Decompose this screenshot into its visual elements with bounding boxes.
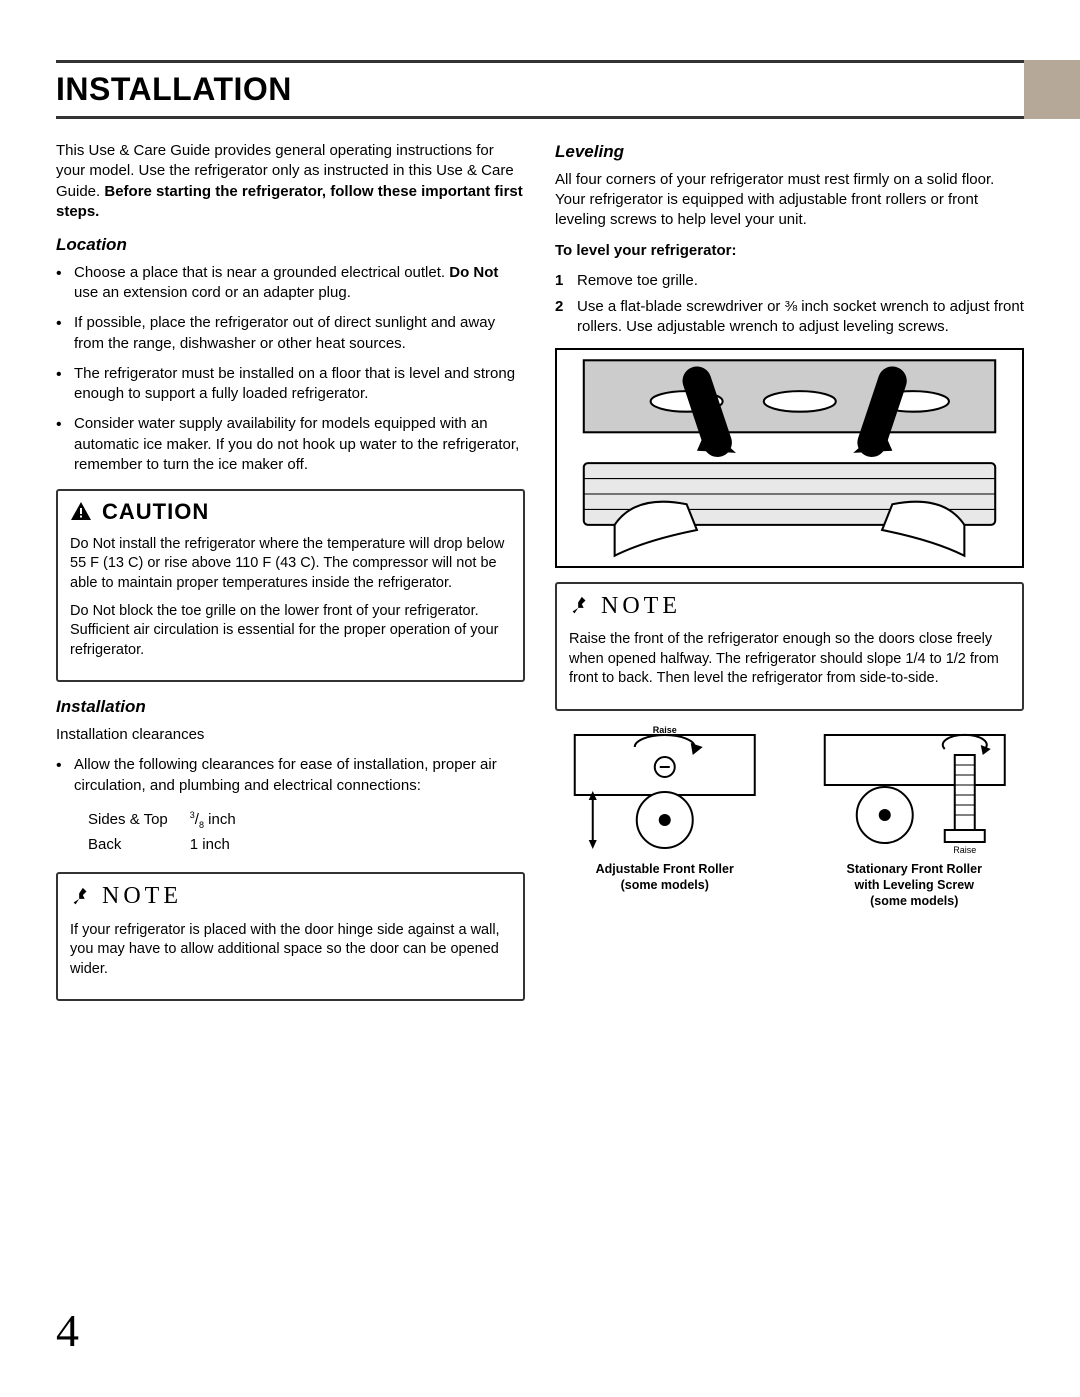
roller-caption: Adjustable Front Roller (some models) (555, 861, 775, 894)
caution-text: Do Not block the toe grille on the lower… (70, 602, 511, 661)
location-item-text: Choose a place that is near a grounded e… (74, 264, 449, 281)
frac-num: 3 (190, 810, 195, 820)
roller-caption: Stationary Front Roller with Leveling Sc… (805, 861, 1025, 910)
note-title: NOTE (601, 590, 681, 622)
caption-line: with Leveling Screw (805, 877, 1025, 893)
clearance-value: 1 inch (190, 834, 256, 856)
clearance-table: Sides & Top 3/8 inch Back 1 inch (86, 806, 258, 858)
note-header: NOTE (58, 874, 523, 916)
clearance-label: Sides & Top (88, 808, 188, 832)
right-column: Leveling All four corners of your refrig… (555, 141, 1024, 1015)
note-body: Raise the front of the refrigerator enou… (557, 626, 1022, 709)
note-title: NOTE (102, 880, 182, 912)
location-item: Choose a place that is near a grounded e… (74, 263, 525, 304)
page-number: 4 (56, 1304, 79, 1357)
do-not-text: Do Not (449, 264, 498, 281)
toe-grille-illustration (555, 348, 1024, 568)
installation-item: Allow the following clearances for ease … (74, 755, 525, 796)
caption-line: Stationary Front Roller (805, 861, 1025, 877)
location-item: If possible, place the refrigerator out … (74, 313, 525, 354)
stationary-roller-illustration: Raise (805, 725, 1025, 855)
location-list: Choose a place that is near a grounded e… (56, 263, 525, 475)
clearance-unit: inch (204, 811, 236, 828)
raise-label: Raise (953, 845, 976, 855)
caution-header: CAUTION (58, 491, 523, 531)
step-text: Use a flat-blade screwdriver or ⅜ inch s… (577, 298, 1024, 335)
caption-line: Adjustable Front Roller (555, 861, 775, 877)
leveling-text: All four corners of your refrigerator mu… (555, 170, 1024, 231)
left-column: This Use & Care Guide provides general o… (56, 141, 525, 1015)
table-row: Back 1 inch (88, 834, 256, 856)
step-text: Remove toe grille. (577, 272, 698, 289)
note-header: NOTE (557, 584, 1022, 626)
caution-text: Do Not install the refrigerator where th… (70, 535, 511, 594)
roller-figures: Raise Adjustable F (555, 725, 1024, 910)
raise-label: Raise (653, 725, 677, 735)
roller-figure-stationary: Raise Stationary Front Roller with Level… (805, 725, 1025, 910)
caution-body: Do Not install the refrigerator where th… (58, 531, 523, 680)
clearance-value: 3/8 inch (190, 808, 256, 832)
header-bar: INSTALLATION (56, 60, 1024, 119)
leveling-steps: 1Remove toe grille. 2Use a flat-blade sc… (555, 271, 1024, 338)
intro-bold: Before starting the refrigerator, follow… (56, 183, 523, 220)
location-item-text: use an extension cord or an adapter plug… (74, 284, 351, 301)
caution-box: CAUTION Do Not install the refrigerator … (56, 489, 525, 682)
page: INSTALLATION This Use & Care Guide provi… (0, 0, 1080, 1397)
location-item: The refrigerator must be installed on a … (74, 364, 525, 405)
pushpin-icon (567, 593, 593, 619)
note-text: If your refrigerator is placed with the … (70, 921, 511, 980)
note-text: Raise the front of the refrigerator enou… (569, 630, 1010, 689)
list-item: 1Remove toe grille. (577, 271, 1024, 291)
caption-line: (some models) (555, 877, 775, 893)
roller-figure-adjustable: Raise Adjustable F (555, 725, 775, 910)
note-box: NOTE Raise the front of the refrigerator… (555, 582, 1024, 711)
note-box: NOTE If your refrigerator is placed with… (56, 872, 525, 1001)
list-item: 2Use a flat-blade screwdriver or ⅜ inch … (577, 297, 1024, 338)
installation-list: Allow the following clearances for ease … (56, 755, 525, 796)
table-row: Sides & Top 3/8 inch (88, 808, 256, 832)
page-title: INSTALLATION (56, 71, 1024, 108)
location-item: Consider water supply availability for m… (74, 414, 525, 475)
intro-paragraph: This Use & Care Guide provides general o… (56, 141, 525, 222)
pushpin-icon (68, 884, 94, 910)
note-body: If your refrigerator is placed with the … (58, 917, 523, 1000)
caption-line: (some models) (805, 893, 1025, 909)
clearance-label: Back (88, 834, 188, 856)
content-columns: This Use & Care Guide provides general o… (56, 141, 1024, 1015)
location-heading: Location (56, 234, 525, 257)
adjustable-roller-illustration: Raise (555, 725, 775, 855)
leveling-sub: To level your refrigerator: (555, 241, 1024, 261)
installation-heading: Installation (56, 696, 525, 719)
warning-icon (68, 499, 94, 525)
leveling-heading: Leveling (555, 141, 1024, 164)
caution-title: CAUTION (102, 497, 209, 527)
installation-sub: Installation clearances (56, 725, 525, 745)
